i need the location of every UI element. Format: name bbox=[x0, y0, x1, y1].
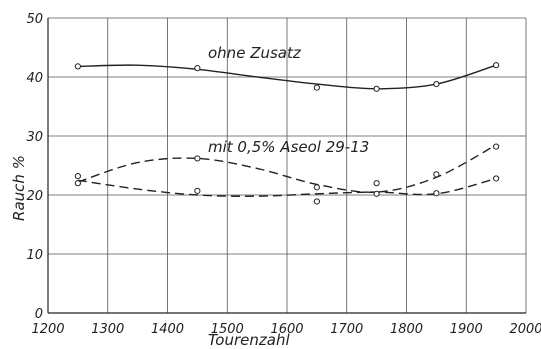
x-tick-label-1200: 1200 bbox=[31, 322, 64, 337]
annotation-ohne-zusatz: ohne Zusatz bbox=[208, 44, 302, 62]
data-point-s2-5 bbox=[433, 171, 440, 178]
data-point-s1-6 bbox=[493, 62, 500, 69]
x-tick-label-1500: 1500 bbox=[211, 322, 244, 337]
y-tick-label-20: 20 bbox=[26, 189, 43, 204]
y-axis-title: Rauch % bbox=[10, 155, 28, 221]
y-tick-label-30: 30 bbox=[26, 130, 43, 145]
data-point-s1-5 bbox=[433, 80, 440, 88]
data-point-s2-4 bbox=[373, 190, 380, 197]
data-point-s2-1 bbox=[74, 173, 81, 180]
series-line-3 bbox=[77, 177, 497, 197]
data-point-s1-2 bbox=[194, 65, 201, 72]
x-tick-label-1800: 1800 bbox=[390, 322, 423, 337]
y-tick-label-10: 10 bbox=[26, 248, 43, 263]
x-tick-label-1400: 1400 bbox=[151, 322, 184, 337]
x-tick-label-1600: 1600 bbox=[270, 322, 303, 337]
y-tick-label-0: 0 bbox=[35, 307, 43, 322]
data-point-s1-4 bbox=[373, 85, 380, 92]
y-tick-label-50: 50 bbox=[26, 12, 43, 27]
data-point-s2-2 bbox=[194, 155, 201, 162]
data-point-s3-1 bbox=[74, 180, 81, 187]
x-tick-label-2000: 2000 bbox=[509, 322, 541, 337]
data-point-s3-2 bbox=[194, 187, 201, 194]
data-point-s1-1 bbox=[74, 63, 81, 70]
data-point-s3-3 bbox=[313, 198, 320, 205]
series-line-1 bbox=[77, 64, 497, 90]
axes bbox=[47, 18, 526, 314]
tick-labels: 1200 1300 1400 1500 1600 1700 1800 1900 2000 0 10 2… bbox=[26, 12, 541, 337]
x-axis-title: Tourenzahl bbox=[208, 331, 290, 349]
data-point-s2-3 bbox=[313, 184, 320, 191]
annotation-mit-aseol: mit 0,5% Aseol 29-13 bbox=[208, 138, 369, 156]
y-tick-label-40: 40 bbox=[26, 71, 43, 86]
data-points bbox=[74, 62, 500, 205]
data-point-s3-4 bbox=[373, 180, 380, 187]
data-point-s3-5 bbox=[433, 190, 440, 197]
data-point-s1-3 bbox=[313, 84, 320, 91]
x-tick-label-1700: 1700 bbox=[330, 322, 363, 337]
x-tick-label-1900: 1900 bbox=[450, 322, 483, 337]
data-point-s2-6 bbox=[493, 143, 500, 150]
x-tick-label-1300: 1300 bbox=[91, 322, 124, 337]
data-point-s3-6 bbox=[493, 175, 500, 182]
grid bbox=[48, 17, 527, 313]
